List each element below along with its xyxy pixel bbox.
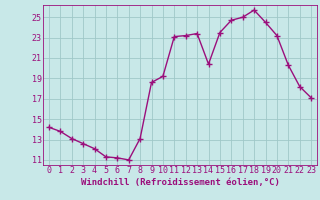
X-axis label: Windchill (Refroidissement éolien,°C): Windchill (Refroidissement éolien,°C) [81,178,279,187]
